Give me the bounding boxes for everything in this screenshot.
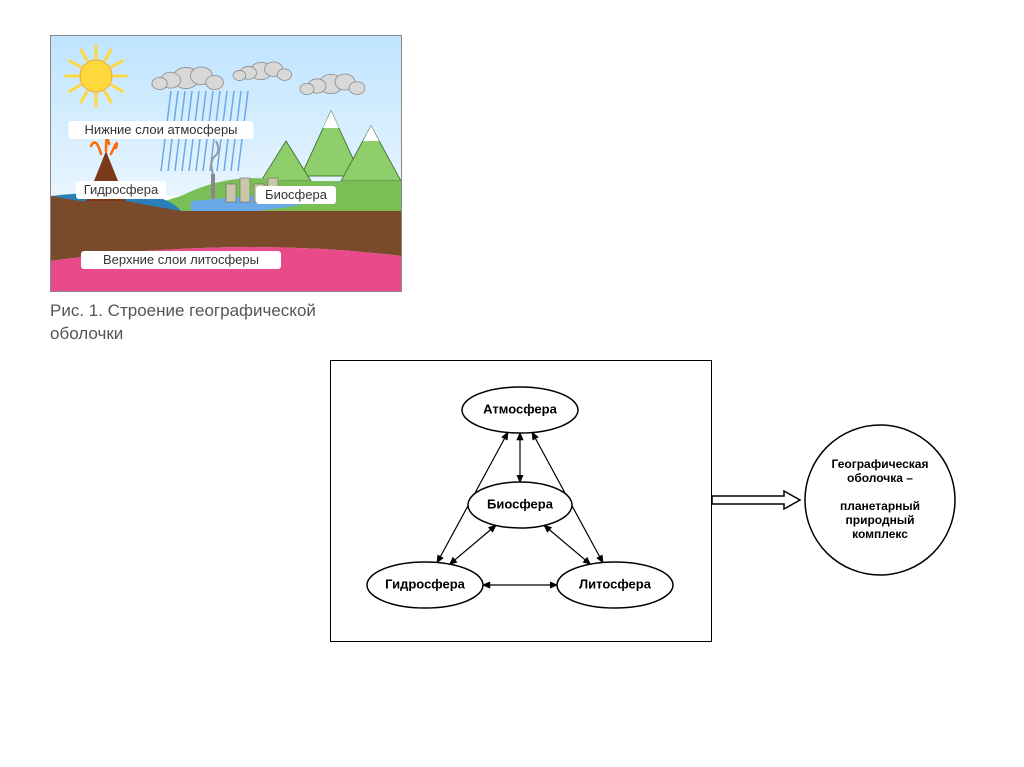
edge-bio-hydro — [450, 525, 496, 564]
node-label-hydro: Гидросфера — [385, 576, 466, 591]
result-line-3: планетарный — [840, 499, 920, 513]
node-label-litho: Литосфера — [579, 576, 652, 591]
edge-bio-litho — [544, 525, 590, 564]
result-arrow — [712, 491, 800, 509]
result-line-5: комплекс — [852, 527, 908, 541]
result-line-4: природный — [846, 513, 915, 527]
result-line-0: Географическая — [832, 457, 929, 471]
sphere-relationship-diagram: Атмосфера Биосфера Гидросфера Литосфера Гео… — [0, 0, 1024, 767]
result-line-1: оболочка – — [847, 471, 913, 485]
node-label-atmo: Атмосфера — [483, 401, 557, 416]
node-label-bio: Биосфера — [487, 496, 554, 511]
